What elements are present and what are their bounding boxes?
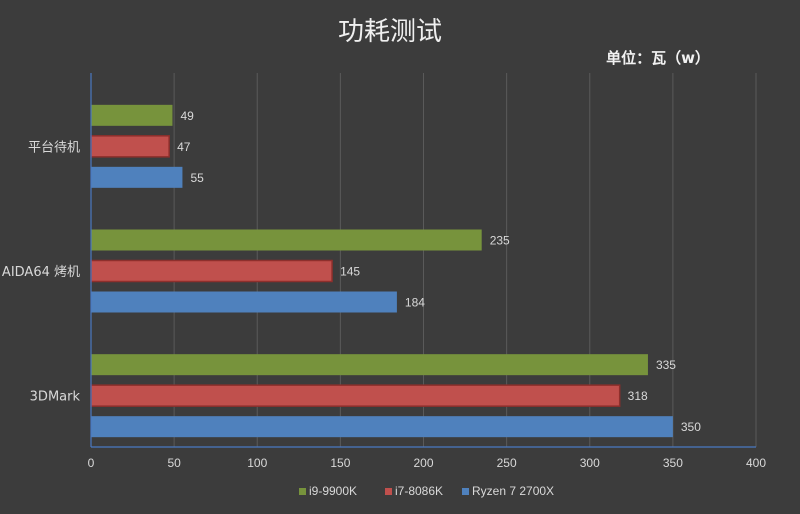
value-label-ryzen-7-2700x-0: 55 xyxy=(190,171,204,185)
x-tick-label-300: 300 xyxy=(580,456,600,470)
x-tick-label-50: 50 xyxy=(167,456,181,470)
x-tick-label-0: 0 xyxy=(88,456,95,470)
value-label-i7-8086k-2: 318 xyxy=(628,389,648,403)
bar-i7-8086k-2 xyxy=(90,384,621,407)
x-tick-label-100: 100 xyxy=(247,456,267,470)
value-label-i9-9900k-2: 335 xyxy=(656,358,676,372)
bar-i9-9900k-2 xyxy=(91,354,648,376)
x-tick-label-400: 400 xyxy=(746,456,766,470)
bar-i7-8086k-1 xyxy=(90,259,333,283)
category-label-2: 3DMark xyxy=(30,390,81,405)
x-tick-label-150: 150 xyxy=(330,456,350,470)
bar-ryzen-7-2700x-2 xyxy=(91,416,673,438)
legend-layer: i9-9900K i7-8086K Ryzen 7 2700X xyxy=(299,484,554,498)
bar-i9-9900k-0 xyxy=(91,104,173,126)
value-label-i7-8086k-0: 47 xyxy=(177,140,191,154)
bar-layer xyxy=(90,104,673,438)
x-tick-label-350: 350 xyxy=(663,456,683,470)
value-label-i9-9900k-0: 49 xyxy=(180,109,194,123)
bar-ryzen-7-2700x-1 xyxy=(91,291,397,313)
axis-layer xyxy=(90,73,756,448)
x-tick-label-250: 250 xyxy=(497,456,517,470)
legend-label-ryzen-7-2700x: Ryzen 7 2700X xyxy=(472,484,554,498)
value-label-i9-9900k-1: 235 xyxy=(490,234,510,248)
bar-i7-8086k-0 xyxy=(90,135,170,158)
category-label-0: 平台待机 xyxy=(28,140,80,155)
chart-title: 功耗测试 xyxy=(338,17,442,47)
legend-swatch-ryzen-7-2700x xyxy=(462,488,469,495)
value-label-ryzen-7-2700x-2: 350 xyxy=(681,420,701,434)
legend-swatch-i7-8086k xyxy=(385,488,392,495)
x-tick-label-200: 200 xyxy=(413,456,433,470)
value-label-i7-8086k-1: 145 xyxy=(340,265,360,279)
legend-swatch-i9-9900k xyxy=(299,488,306,495)
category-label-1: AIDA64 烤机 xyxy=(2,265,80,280)
value-label-ryzen-7-2700x-1: 184 xyxy=(405,296,425,310)
legend-label-i9-9900k: i9-9900K xyxy=(309,484,357,498)
grid-layer xyxy=(173,73,757,447)
bar-i9-9900k-1 xyxy=(91,229,482,251)
legend-label-i7-8086k: i7-8086K xyxy=(395,484,443,498)
unit-label: 单位：瓦（w） xyxy=(606,49,710,67)
label-layer: 0 50 100 150 200 250 300 350 400 平台待机 49 47 55 AIDA64… xyxy=(2,109,766,470)
bar-ryzen-7-2700x-0 xyxy=(91,166,183,188)
